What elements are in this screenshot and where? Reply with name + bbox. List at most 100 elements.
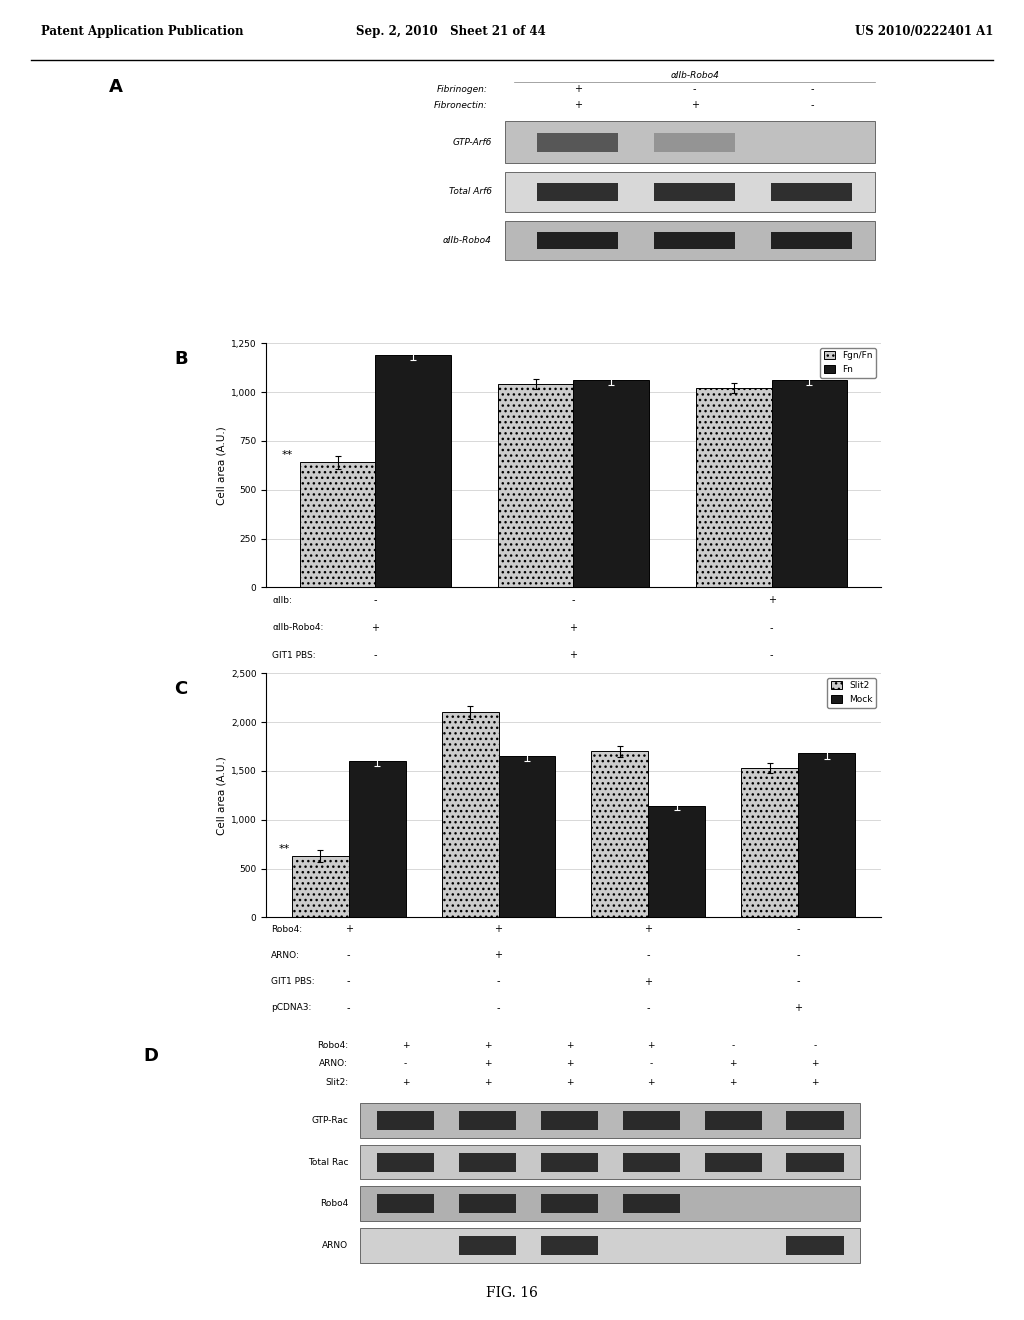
Bar	[377, 1111, 434, 1130]
Bar	[541, 1195, 598, 1213]
Bar	[741, 768, 799, 917]
Text: -: -	[347, 950, 350, 961]
Bar	[360, 1144, 860, 1180]
Y-axis label: Cell area (A.U.): Cell area (A.U.)	[217, 756, 226, 834]
Text: -: -	[649, 1060, 653, 1068]
Text: Robo4: Robo4	[319, 1199, 348, 1208]
Bar	[799, 754, 855, 917]
Text: +: +	[345, 924, 352, 935]
Bar	[771, 232, 852, 249]
Bar	[292, 855, 348, 917]
Bar	[537, 133, 618, 152]
Text: Sep. 2, 2010   Sheet 21 of 44: Sep. 2, 2010 Sheet 21 of 44	[355, 25, 546, 38]
Text: αIIb-Robo4: αIIb-Robo4	[443, 236, 492, 246]
Bar	[537, 232, 618, 249]
Text: +: +	[401, 1078, 410, 1086]
Text: ARNO:: ARNO:	[270, 950, 300, 960]
Text: GTP-Arf6: GTP-Arf6	[453, 137, 492, 147]
Text: Fibrinogen:: Fibrinogen:	[436, 84, 487, 94]
Text: -: -	[347, 1003, 350, 1012]
Text: -: -	[374, 651, 377, 660]
Text: -: -	[646, 1003, 650, 1012]
Y-axis label: Cell area (A.U.): Cell area (A.U.)	[217, 426, 226, 504]
Bar	[541, 1111, 598, 1130]
Text: +: +	[729, 1078, 737, 1086]
Text: -: -	[693, 84, 696, 94]
Bar	[654, 133, 735, 152]
Text: -: -	[497, 977, 501, 986]
Text: +: +	[644, 977, 652, 986]
Bar	[300, 462, 375, 587]
Text: +: +	[573, 84, 582, 94]
Text: pCDNA3:: pCDNA3:	[270, 1003, 311, 1012]
Text: Slit2:: Slit2:	[325, 1078, 348, 1086]
Text: Total Rac: Total Rac	[307, 1158, 348, 1167]
Bar	[623, 1195, 680, 1213]
Text: +: +	[768, 595, 775, 606]
Bar	[459, 1152, 516, 1172]
Bar	[705, 1152, 762, 1172]
Text: ARNO:: ARNO:	[319, 1060, 348, 1068]
Bar	[360, 1228, 860, 1262]
Text: A: A	[109, 78, 123, 95]
Text: -: -	[347, 977, 350, 986]
Text: αIIb:: αIIb:	[272, 595, 292, 605]
Text: Fibronectin:: Fibronectin:	[434, 100, 487, 110]
Bar	[786, 1152, 844, 1172]
Bar	[541, 1236, 598, 1255]
Bar	[499, 756, 555, 917]
Text: -: -	[797, 924, 800, 935]
Bar	[377, 1152, 434, 1172]
Text: αIIb-Robo4: αIIb-Robo4	[671, 70, 719, 79]
Text: +: +	[811, 1060, 819, 1068]
Text: -: -	[770, 623, 773, 632]
Bar	[573, 380, 649, 587]
Text: -: -	[497, 1003, 501, 1012]
Legend: Slit2, Mock: Slit2, Mock	[827, 677, 877, 708]
Bar	[654, 183, 735, 201]
Text: -: -	[797, 950, 800, 961]
Text: +: +	[647, 1041, 655, 1049]
Text: **: **	[279, 843, 290, 854]
Text: ARNO: ARNO	[322, 1241, 348, 1250]
Bar	[648, 807, 706, 917]
Text: -: -	[731, 1041, 735, 1049]
Bar	[459, 1111, 516, 1130]
Text: +: +	[495, 950, 503, 961]
Text: -: -	[810, 84, 814, 94]
Text: +: +	[644, 924, 652, 935]
Bar	[506, 172, 874, 211]
Text: +: +	[483, 1060, 492, 1068]
Text: +: +	[483, 1078, 492, 1086]
Text: D: D	[143, 1047, 159, 1065]
Text: +: +	[565, 1060, 573, 1068]
Text: +: +	[569, 623, 578, 632]
Text: +: +	[372, 623, 379, 632]
Text: **: **	[282, 450, 293, 459]
Bar	[786, 1236, 844, 1255]
Text: B: B	[174, 350, 187, 368]
Text: +: +	[811, 1078, 819, 1086]
Bar	[537, 183, 618, 201]
Text: αIIb-Robo4:: αIIb-Robo4:	[272, 623, 324, 632]
Text: +: +	[569, 651, 578, 660]
Text: GIT1 PBS:: GIT1 PBS:	[272, 651, 315, 660]
Text: Robo4:: Robo4:	[270, 925, 302, 933]
Bar	[771, 183, 852, 201]
Text: -: -	[403, 1060, 408, 1068]
Text: -: -	[770, 651, 773, 660]
Text: -: -	[810, 100, 814, 111]
Text: +: +	[795, 1003, 802, 1012]
Text: +: +	[565, 1078, 573, 1086]
Bar	[623, 1111, 680, 1130]
Bar	[786, 1111, 844, 1130]
Bar	[360, 1104, 860, 1138]
Bar	[459, 1236, 516, 1255]
Bar	[506, 220, 874, 260]
Text: +: +	[573, 100, 582, 111]
Bar	[360, 1187, 860, 1221]
Text: -: -	[571, 595, 575, 606]
Text: +: +	[495, 924, 503, 935]
Bar	[459, 1195, 516, 1213]
Bar	[441, 713, 499, 917]
